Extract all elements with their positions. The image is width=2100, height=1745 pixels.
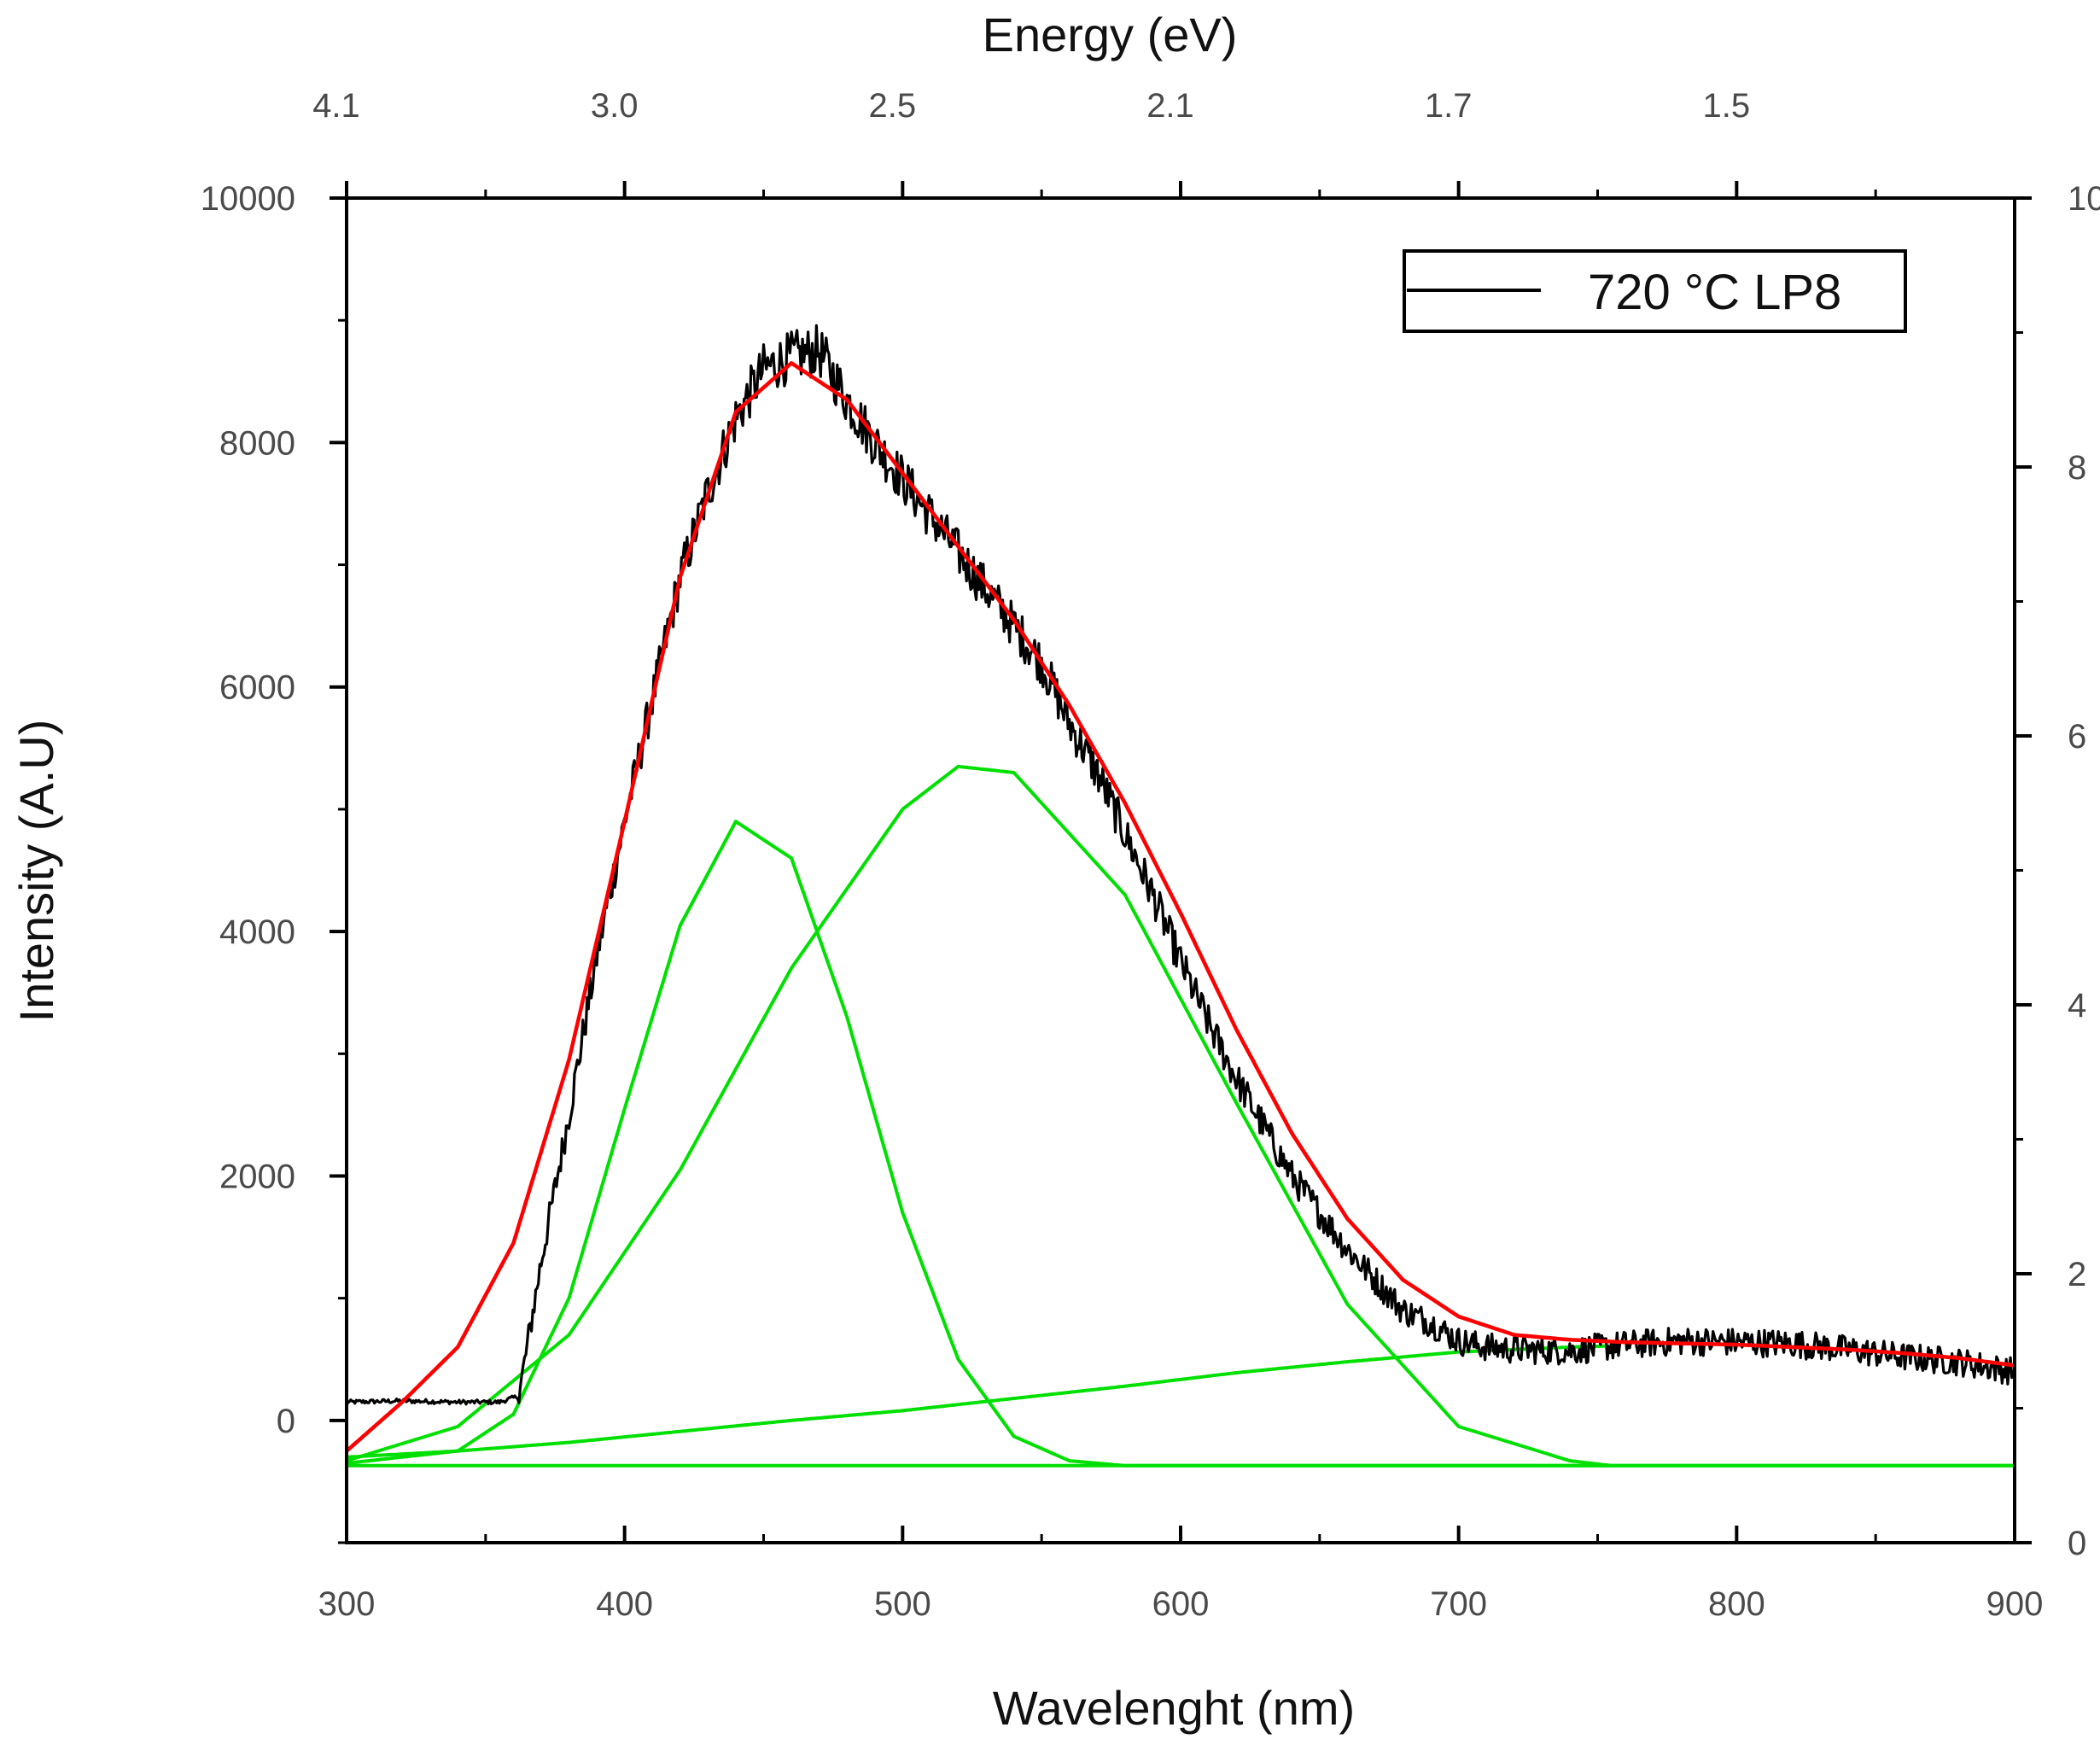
x-axis-title: Wavelenght (nm) bbox=[993, 1681, 1355, 1735]
plot-area bbox=[347, 324, 2015, 1468]
x-tick-label-800: 800 bbox=[1708, 1585, 1765, 1623]
top-tick-label-2.1: 2.1 bbox=[1146, 87, 1194, 125]
legend: 720 °C LP8 bbox=[1403, 249, 1907, 333]
legend-label: 720 °C LP8 bbox=[1588, 265, 1841, 320]
series-gaussian-peak-1 bbox=[347, 820, 2015, 1468]
right-y-tick-label-0: 0 bbox=[2068, 1525, 2086, 1562]
ticks-layer bbox=[330, 181, 2032, 1544]
right-y-tick-label-4: 4 bbox=[2068, 987, 2086, 1024]
y-tick-label-10000: 10000 bbox=[201, 180, 295, 218]
y-tick-label-4000: 4000 bbox=[219, 913, 295, 951]
tick-labels: 300 400 500 600 700 800 900 0 2000 4000 6000 8000 10… bbox=[201, 87, 2100, 1623]
y-tick-label-6000: 6000 bbox=[219, 669, 295, 707]
series-background-component bbox=[347, 1344, 1612, 1459]
right-y-tick-label-8: 8 bbox=[2068, 449, 2086, 487]
top-tick-label-1.5: 1.5 bbox=[1703, 87, 1751, 125]
top-tick-label-4.1: 4.1 bbox=[312, 87, 360, 125]
x-tick-label-300: 300 bbox=[318, 1585, 376, 1623]
y-tick-label-2000: 2000 bbox=[219, 1158, 295, 1195]
top-axis-title: Energy (eV) bbox=[983, 8, 1238, 61]
x-tick-label-500: 500 bbox=[874, 1585, 931, 1623]
right-y-tick-label-6: 6 bbox=[2068, 718, 2086, 756]
top-tick-label-2.5: 2.5 bbox=[869, 87, 917, 125]
top-tick-label-3.0: 3.0 bbox=[591, 87, 639, 125]
x-tick-label-900: 900 bbox=[1986, 1585, 2044, 1623]
right-y-tick-label-2: 2 bbox=[2068, 1256, 2086, 1293]
right-y-tick-label-10: 10 bbox=[2068, 180, 2100, 218]
y-axis-title: Intensity (A.U) bbox=[9, 720, 63, 1023]
series-cumulative-fit bbox=[347, 361, 2015, 1453]
x-tick-label-400: 400 bbox=[596, 1585, 653, 1623]
x-tick-label-700: 700 bbox=[1430, 1585, 1487, 1623]
top-tick-label-1.7: 1.7 bbox=[1425, 87, 1473, 125]
x-tick-label-600: 600 bbox=[1152, 1585, 1210, 1623]
series-layer bbox=[347, 324, 2015, 1468]
series-gaussian-peak-2 bbox=[347, 764, 1613, 1468]
y-tick-label-8000: 8000 bbox=[219, 424, 295, 462]
y-tick-label-0: 0 bbox=[277, 1403, 295, 1440]
